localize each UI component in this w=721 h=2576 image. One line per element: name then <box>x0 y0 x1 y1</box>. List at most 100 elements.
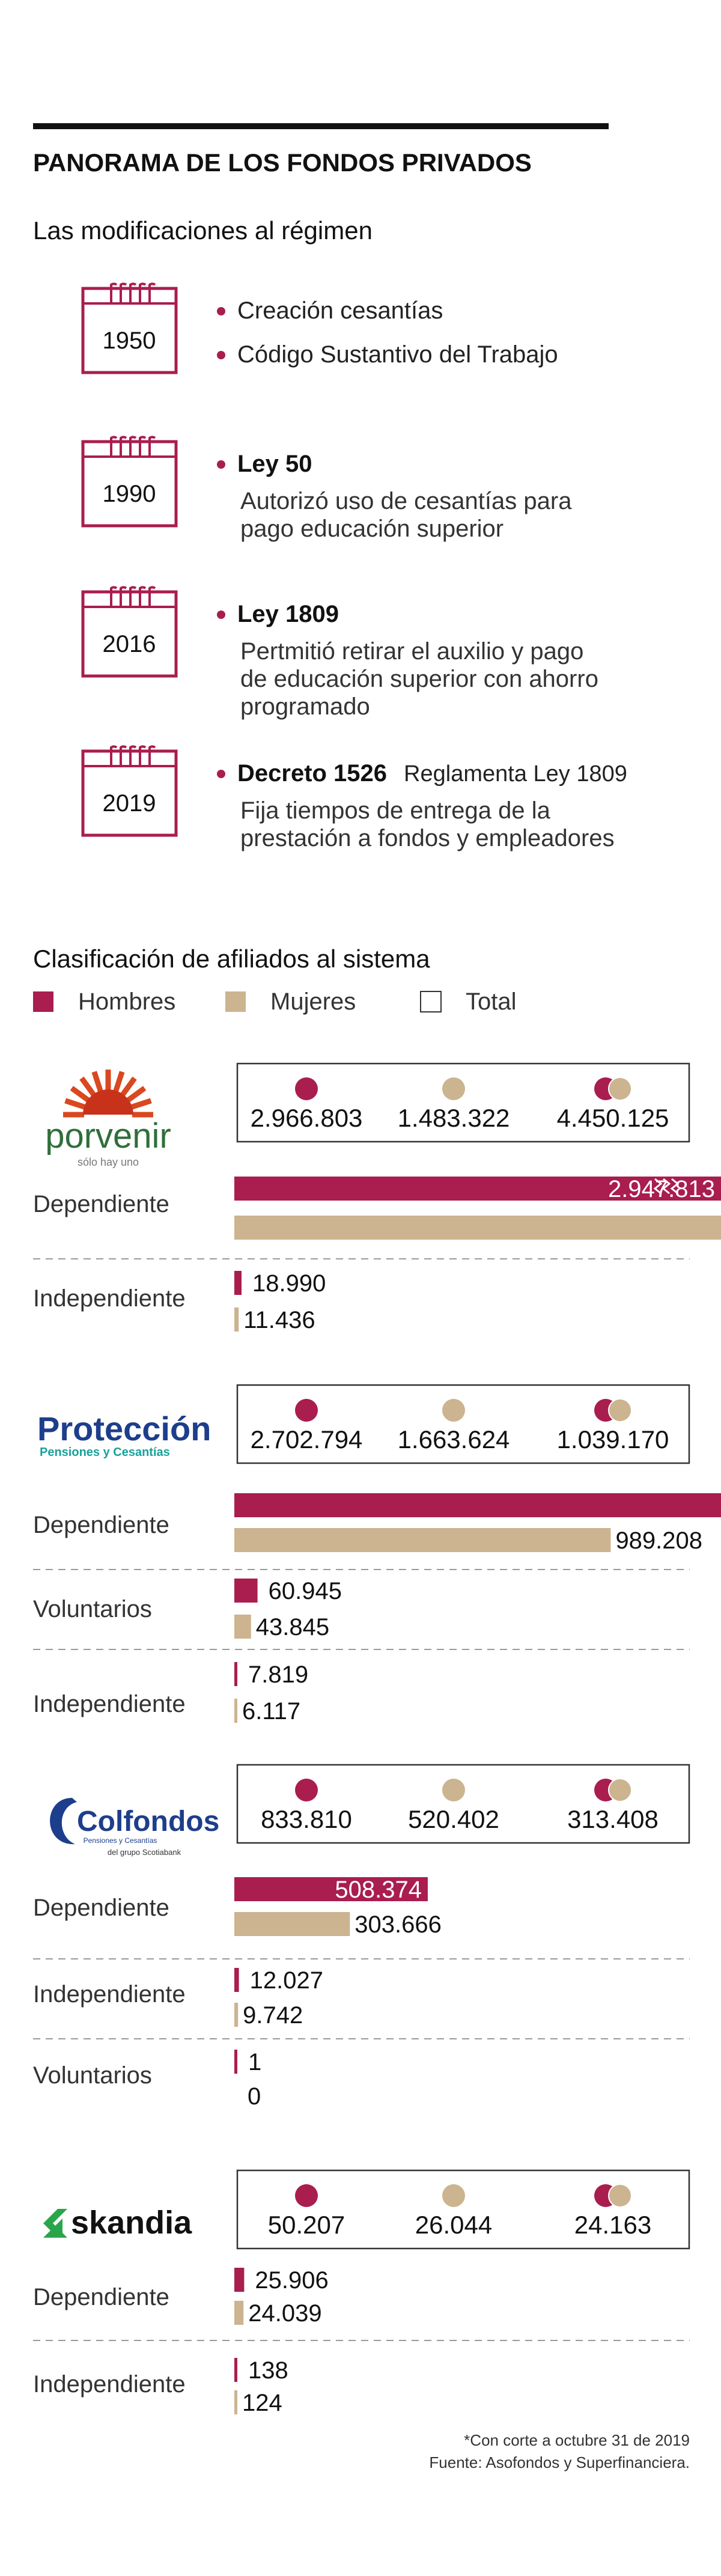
men-bar <box>234 1579 258 1603</box>
men-value-label: 508.374 <box>335 1877 422 1903</box>
fund-totals-box: 2.966.803 1.483.322 4.450.125 <box>236 1062 690 1143</box>
women-bar <box>234 1308 239 1332</box>
men-value-label: 12.027 <box>250 1967 323 1994</box>
category-label: Independiente <box>33 2371 186 2398</box>
category-row: Dependiente 508.374 303.666 <box>33 1877 442 1938</box>
men-value-label: 138 <box>248 2357 288 2384</box>
swirl-icon <box>50 1798 77 1845</box>
calendar-icon: 2016 <box>81 586 178 678</box>
fund-tagline: del grupo Scotiabank <box>108 1848 181 1857</box>
total-men-value: 2.702.794 <box>251 1425 363 1454</box>
footnote-source: Fuente: Asofondos y Superfinanciera. <box>429 2453 690 2471</box>
fund-totals-box: 50.207 26.044 24.163 <box>236 2169 690 2250</box>
calendar-icon: 1990 <box>81 436 178 528</box>
men-value-label: 60.945 <box>269 1578 342 1604</box>
legend-item: Mujeres <box>225 988 356 1015</box>
timeline-entry: 1990 Ley 50 Autorizó uso de cesantías para… <box>81 436 572 542</box>
men-value-label: 2.947.813 <box>608 1176 715 1202</box>
women-bar <box>234 2390 237 2414</box>
men-dot-icon <box>295 2184 318 2207</box>
legend: Hombres Mujeres Total <box>33 988 517 1015</box>
category-row: Dependiente1.594.860989.208 <box>33 1493 721 1554</box>
timeline-entry: 1950 Creación cesantías Código Sustantivo … <box>81 282 558 374</box>
bullet-icon <box>217 460 225 469</box>
men-dot-icon <box>295 1399 318 1422</box>
total-men-value: 50.207 <box>268 2211 345 2239</box>
total-men-value: 833.810 <box>261 1805 352 1833</box>
category-row: Independiente 12.027 9.742 <box>33 1967 323 2029</box>
category-label: Independiente <box>33 1285 186 1312</box>
women-value-label: 303.666 <box>354 1911 442 1938</box>
timeline-item: Creación cesantías <box>237 297 443 324</box>
women-bar <box>234 2003 239 2027</box>
fund-name: porvenir <box>45 1116 171 1156</box>
timeline-description: Pertmitió retirar el auxilio y pago <box>240 638 583 665</box>
total-women-value: 1.663.624 <box>398 1425 510 1454</box>
category-row: Dependiente 25.906 24.039 <box>33 2267 329 2327</box>
footnote-cut-date: *Con corte a octubre 31 de 2019 <box>464 2431 690 2449</box>
women-bar <box>234 1528 611 1552</box>
category-label: Voluntarios <box>33 2062 152 2089</box>
timeline-entry: 2019 Decreto 1526 Reglamenta Ley 1809 Fija … <box>81 745 627 851</box>
total-all-value: 24.163 <box>574 2211 651 2239</box>
category-row: Voluntarios 60.945 43.845 <box>33 1578 342 1640</box>
men-bar <box>234 1177 721 1201</box>
women-value-label: 124 <box>242 2390 282 2416</box>
timeline-description: Fija tiempos de entrega de la <box>240 797 551 824</box>
legend-swatch <box>33 991 53 1012</box>
category-label: Independiente <box>33 1981 186 2008</box>
category-label: Independiente <box>33 1691 186 1717</box>
legend-label: Hombres <box>78 988 175 1015</box>
men-value-label: 25.906 <box>255 2267 328 2294</box>
timeline-year: 2016 <box>103 631 156 657</box>
bullet-icon <box>217 611 225 619</box>
fund-section: skandia 50.207 26.044 24.163 Dependiente 25.9… <box>33 2169 690 2416</box>
men-bar <box>234 2050 237 2074</box>
category-label: Voluntarios <box>33 1596 152 1622</box>
timeline-year: 1990 <box>103 481 156 507</box>
men-value-label: 7.819 <box>248 1661 308 1688</box>
timeline-entry: 2016 Ley 1809 Pertmitió retirar el auxilio… <box>81 586 598 720</box>
page-title: PANORAMA DE LOS FONDOS PRIVADOS <box>33 148 532 177</box>
total-dot-icon <box>594 2184 632 2208</box>
fund-logo: skandia <box>43 2205 192 2241</box>
fund-name: Protección <box>37 1410 211 1448</box>
women-dot-icon <box>442 1077 465 1100</box>
bullet-icon <box>217 351 225 359</box>
category-row: Independiente 18.990 11.436 <box>33 1270 326 1333</box>
men-value-label: 1 <box>248 2049 261 2075</box>
women-bar <box>234 1699 237 1723</box>
timeline-year: 1950 <box>103 327 156 354</box>
men-bar <box>234 1271 242 1295</box>
legend-label: Mujeres <box>270 988 356 1015</box>
timeline-year: 2019 <box>103 790 156 817</box>
women-value-label: 43.845 <box>256 1614 329 1640</box>
bullet-icon <box>217 770 225 778</box>
men-bar <box>234 1662 237 1686</box>
timeline-description: programado <box>240 693 370 720</box>
women-bar <box>234 1216 721 1240</box>
category-row: Independiente 7.819 6.117 <box>33 1661 308 1725</box>
category-label: Dependiente <box>33 1191 169 1217</box>
total-all-value: 313.408 <box>567 1805 659 1833</box>
category-label: Dependiente <box>33 2284 169 2310</box>
total-dot-icon <box>594 1077 632 1101</box>
category-label: Dependiente <box>33 1895 169 1921</box>
fund-subtitle: Pensiones y Cesantías <box>84 1836 157 1845</box>
women-dot-icon <box>442 2184 465 2207</box>
legend-item: Hombres <box>33 988 175 1015</box>
timeline: 1950 Creación cesantías Código Sustantivo … <box>81 282 627 851</box>
chart-heading: Clasificación de afiliados al sistema <box>33 945 430 973</box>
timeline-item: Código Sustantivo del Trabajo <box>237 341 558 368</box>
fund-totals-box: 833.810 520.402 313.408 <box>236 1764 690 1844</box>
women-value-label: 989.208 <box>615 1527 702 1554</box>
timeline-description: prestación a fondos y empleadores <box>240 825 615 851</box>
legend-swatch <box>420 991 442 1012</box>
category-row: Independiente 138 124 <box>33 2357 288 2416</box>
legend-swatch <box>225 991 246 1012</box>
